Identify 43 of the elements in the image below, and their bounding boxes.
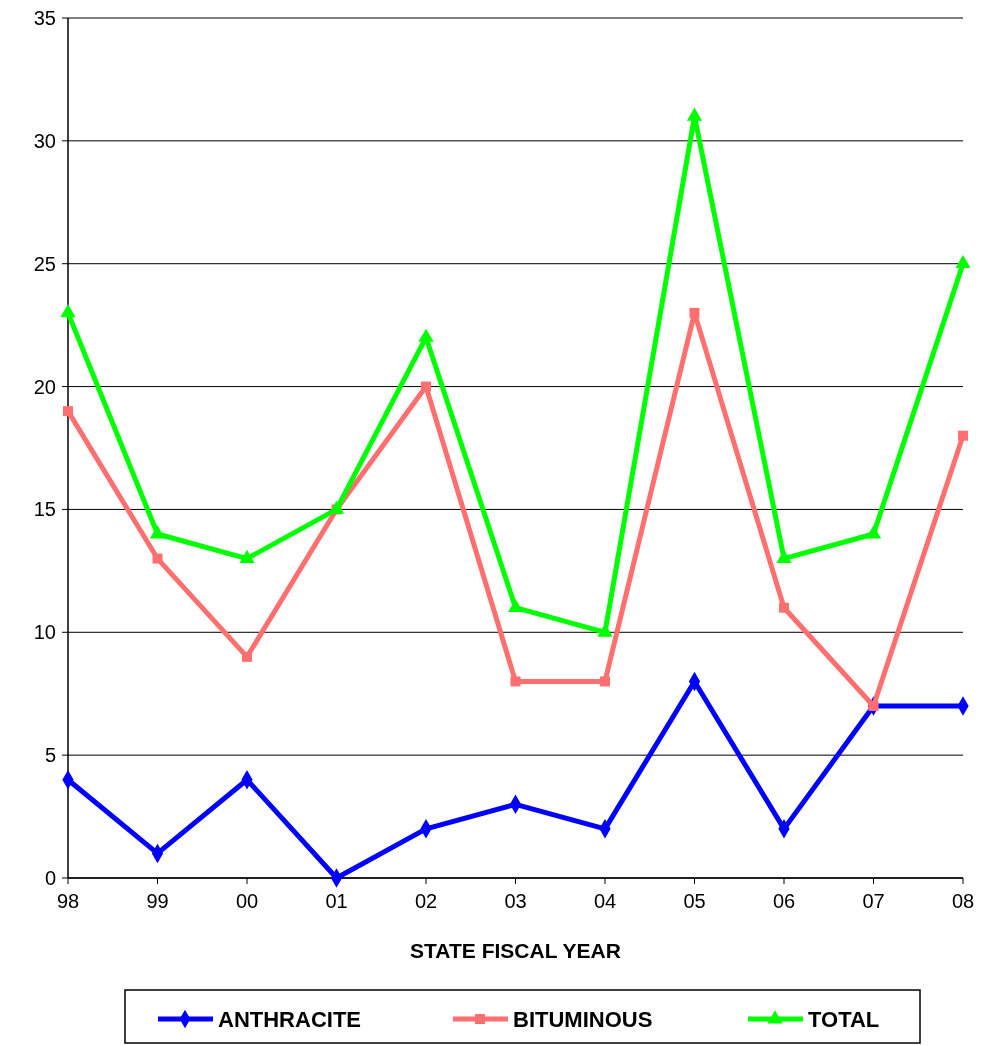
- y-tick-label: 10: [33, 621, 56, 644]
- point: [421, 381, 431, 392]
- point: [779, 602, 789, 613]
- y-tick-label: 15: [33, 498, 56, 521]
- x-tick-label: 99: [146, 890, 169, 912]
- x-tick-label: 08: [951, 890, 975, 912]
- point: [955, 254, 971, 269]
- point: [597, 623, 613, 637]
- x-tick-label: 02: [414, 890, 438, 912]
- point: [239, 549, 255, 563]
- y-tick-label: 25: [33, 252, 56, 275]
- point: [689, 307, 700, 318]
- point: [958, 430, 968, 441]
- legend-label: TOTAL: [808, 1006, 880, 1032]
- x-tick-label: 98: [56, 890, 80, 912]
- point: [63, 406, 73, 417]
- point: [868, 701, 879, 711]
- legend-label: BITUMINOUS: [513, 1006, 653, 1032]
- y-tick-label: 30: [33, 129, 56, 152]
- x-tick-label: 05: [683, 890, 706, 912]
- point: [600, 676, 610, 687]
- y-tick-label: 0: [44, 867, 56, 889]
- point: [865, 525, 882, 539]
- point: [60, 304, 76, 318]
- legend-label: ANTHRACITE: [218, 1006, 361, 1032]
- point: [418, 328, 434, 342]
- point: [152, 553, 163, 564]
- x-tick-label: 06: [772, 890, 796, 912]
- point: [149, 525, 166, 539]
- x-tick-label: 07: [862, 890, 885, 912]
- point: [242, 651, 252, 662]
- y-tick-label: 35: [33, 7, 56, 29]
- point: [776, 549, 792, 563]
- x-tick-label: 03: [504, 890, 527, 912]
- x-axis-title: STATE FISCAL YEAR: [410, 939, 621, 962]
- point: [510, 676, 521, 687]
- y-tick-label: 20: [33, 375, 56, 398]
- x-tick-label: 04: [593, 890, 617, 912]
- x-tick-label: 00: [235, 890, 259, 912]
- point: [686, 107, 703, 121]
- point: [507, 598, 524, 613]
- y-tick-label: 5: [44, 744, 56, 767]
- x-tick-label: 01: [325, 890, 348, 912]
